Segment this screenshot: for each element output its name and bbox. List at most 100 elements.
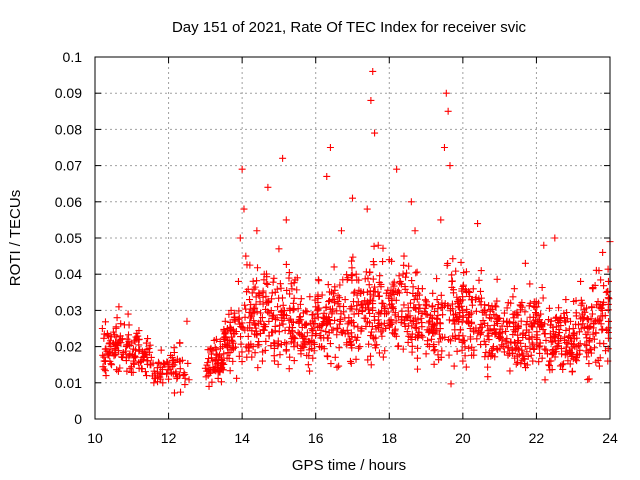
data-point — [226, 367, 234, 375]
data-point — [371, 283, 379, 291]
data-point — [285, 316, 293, 324]
data-point — [415, 328, 423, 336]
data-point — [400, 252, 408, 260]
data-point — [542, 336, 550, 344]
data-point — [516, 301, 524, 309]
data-point — [596, 316, 604, 324]
data-point — [275, 245, 283, 253]
data-point — [248, 312, 256, 320]
data-point — [335, 344, 343, 352]
data-point — [260, 323, 268, 331]
data-point — [575, 321, 583, 329]
data-point — [461, 343, 469, 351]
data-point — [533, 303, 541, 311]
data-point — [597, 320, 605, 328]
data-point — [163, 370, 171, 378]
data-point — [208, 378, 216, 386]
data-point — [485, 302, 493, 310]
data-point — [251, 320, 259, 328]
data-point — [482, 349, 490, 357]
data-point — [287, 280, 295, 288]
data-point — [591, 317, 599, 325]
data-point — [455, 335, 463, 343]
y-tick-label: 0.08 — [55, 121, 82, 137]
data-point — [319, 314, 327, 322]
data-point — [508, 349, 516, 357]
data-point — [100, 357, 108, 365]
data-point — [392, 332, 400, 340]
data-point — [502, 339, 510, 347]
data-point — [592, 358, 600, 366]
data-point — [371, 288, 379, 296]
data-point — [232, 328, 240, 336]
data-point — [520, 355, 528, 363]
data-point — [476, 298, 484, 306]
x-tick-label: 20 — [455, 430, 471, 446]
data-point — [250, 285, 258, 293]
data-point — [335, 362, 343, 370]
data-point — [338, 329, 346, 337]
data-point — [536, 323, 544, 331]
data-point — [530, 345, 538, 353]
data-point — [263, 299, 271, 307]
data-point — [503, 317, 511, 325]
data-point — [505, 344, 513, 352]
data-point — [391, 311, 399, 319]
data-point — [270, 339, 278, 347]
data-point — [450, 362, 458, 370]
data-point — [562, 339, 570, 347]
data-point — [527, 320, 535, 328]
data-point — [393, 165, 401, 173]
data-point — [259, 300, 267, 308]
data-point — [296, 300, 304, 308]
data-point — [541, 330, 549, 338]
data-point — [369, 67, 377, 75]
data-point — [457, 297, 465, 305]
data-point — [348, 344, 356, 352]
data-point — [251, 304, 259, 312]
data-point — [375, 292, 383, 300]
data-point — [522, 321, 530, 329]
data-point — [572, 309, 580, 317]
y-tick-label: 0.07 — [55, 158, 82, 174]
data-point — [488, 350, 496, 358]
data-point — [349, 194, 356, 202]
data-point — [382, 289, 390, 297]
data-point — [297, 295, 305, 303]
data-point — [242, 252, 250, 260]
data-point — [381, 347, 389, 355]
data-point — [547, 357, 555, 365]
data-point — [586, 346, 594, 354]
data-point — [297, 316, 305, 324]
data-point — [476, 287, 484, 295]
data-point — [566, 346, 574, 354]
data-point — [336, 315, 344, 323]
data-point — [277, 284, 285, 292]
data-point — [140, 352, 148, 360]
data-point — [254, 264, 262, 272]
data-point — [374, 241, 382, 249]
data-point — [493, 275, 501, 283]
data-point — [395, 272, 403, 280]
y-tick-label: 0.06 — [55, 194, 82, 210]
data-point — [438, 347, 446, 355]
data-point — [216, 337, 224, 345]
data-point — [276, 321, 284, 329]
data-point — [238, 358, 246, 366]
data-point — [243, 261, 251, 269]
data-point — [423, 298, 431, 306]
data-point — [220, 336, 228, 344]
data-point — [474, 220, 482, 228]
data-point — [577, 277, 585, 285]
data-point — [258, 357, 266, 365]
data-point — [417, 314, 425, 322]
data-point — [435, 338, 443, 346]
data-point — [459, 282, 467, 290]
data-point — [517, 339, 525, 347]
data-point — [333, 331, 341, 339]
data-point — [323, 334, 331, 342]
data-point — [518, 346, 526, 354]
data-point — [368, 323, 376, 331]
data-point — [592, 329, 600, 337]
